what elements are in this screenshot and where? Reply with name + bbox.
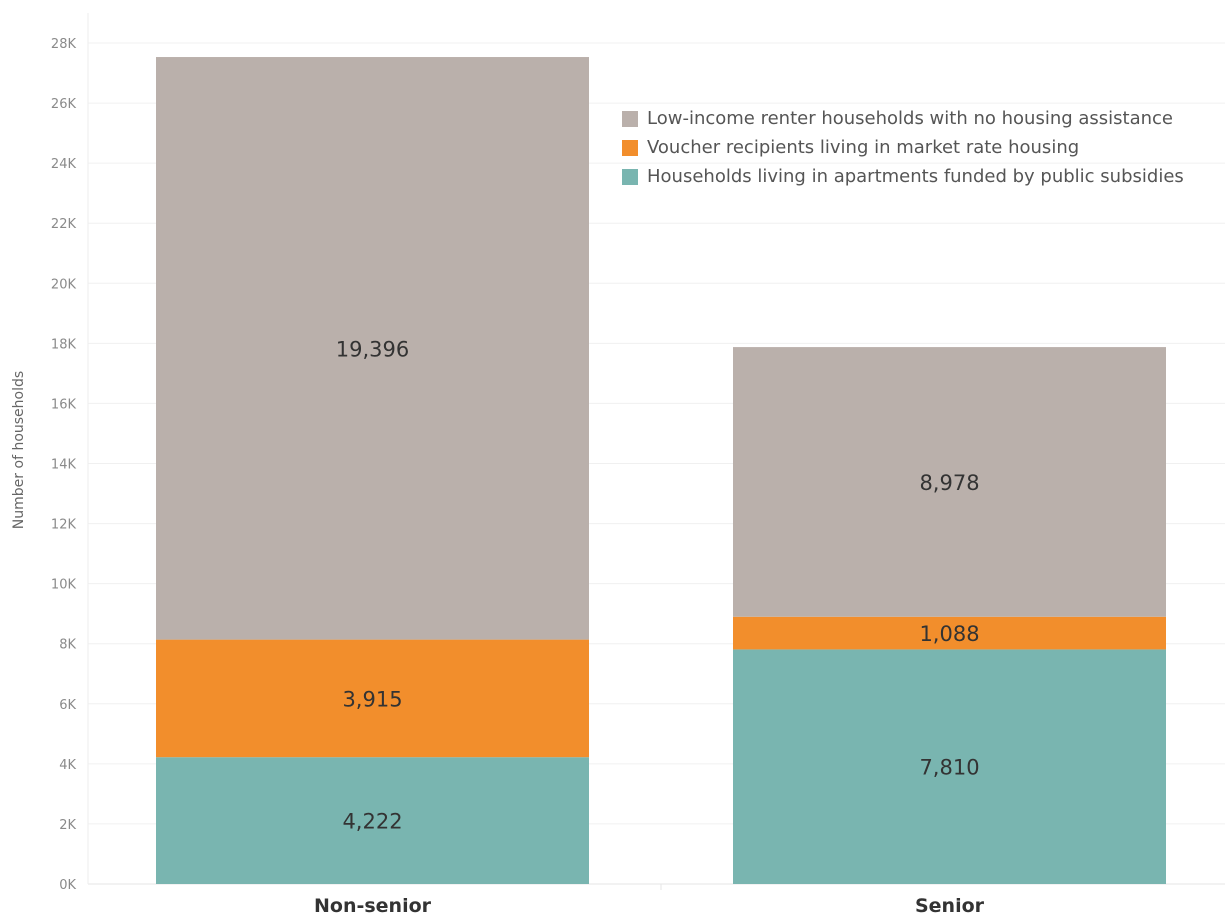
y-tick-label: 4K (59, 758, 76, 773)
y-tick-label: 10K (51, 578, 77, 593)
y-axis: 0K 2K 4K 6K 8K 10K 12K 14K 16K 18K 20K 22K 24K 26K 28K (51, 13, 89, 893)
legend-label: Voucher recipients living in market rate… (647, 137, 1080, 158)
y-tick-label: 24K (51, 157, 77, 172)
y-tick-label: 12K (51, 518, 77, 533)
legend-label: Low-income renter households with no hou… (647, 108, 1174, 129)
legend-item: Low-income renter households with no hou… (622, 104, 1184, 133)
bar-segment (733, 649, 1166, 884)
bar-segment (733, 616, 1166, 650)
y-tick-label: 22K (51, 217, 77, 232)
data-label: 4,222 (342, 810, 402, 834)
bar-segment (156, 57, 589, 640)
y-tick-label: 6K (59, 698, 76, 713)
y-tick-label: 20K (51, 277, 77, 292)
data-label: 1,088 (919, 622, 979, 646)
x-category-label: Non-senior (314, 895, 432, 916)
y-tick-label: 8K (59, 638, 76, 653)
bar-segment (733, 347, 1166, 617)
y-tick-label: 2K (59, 818, 76, 833)
y-tick-label: 14K (51, 458, 77, 473)
legend-item: Households living in apartments funded b… (622, 162, 1184, 191)
legend-swatch (622, 139, 638, 156)
y-tick-label: 28K (51, 37, 77, 52)
data-label: 3,915 (342, 687, 402, 711)
legend-label: Households living in apartments funded b… (647, 166, 1184, 187)
bar-segment (156, 639, 589, 758)
bar-segment (156, 757, 589, 884)
data-label: 7,810 (919, 756, 979, 780)
data-label: 19,396 (336, 337, 409, 361)
legend: Low-income renter households with no hou… (622, 104, 1184, 191)
y-tick-label: 26K (51, 97, 77, 112)
y-axis-title: Number of households (11, 371, 27, 529)
y-tick-label: 0K (59, 878, 76, 893)
legend-swatch (622, 168, 638, 185)
bars (156, 57, 1166, 884)
legend-swatch (622, 110, 638, 127)
y-tick-label: 18K (51, 337, 77, 352)
data-labels: 4,222 3,915 19,396 7,810 1,088 8,978 (336, 337, 980, 833)
x-category-label: Senior (915, 895, 985, 916)
legend-item: Voucher recipients living in market rate… (622, 133, 1184, 162)
data-label: 8,978 (919, 471, 979, 495)
x-axis: Non-senior Senior (314, 895, 985, 916)
y-tick-label: 16K (51, 397, 77, 412)
